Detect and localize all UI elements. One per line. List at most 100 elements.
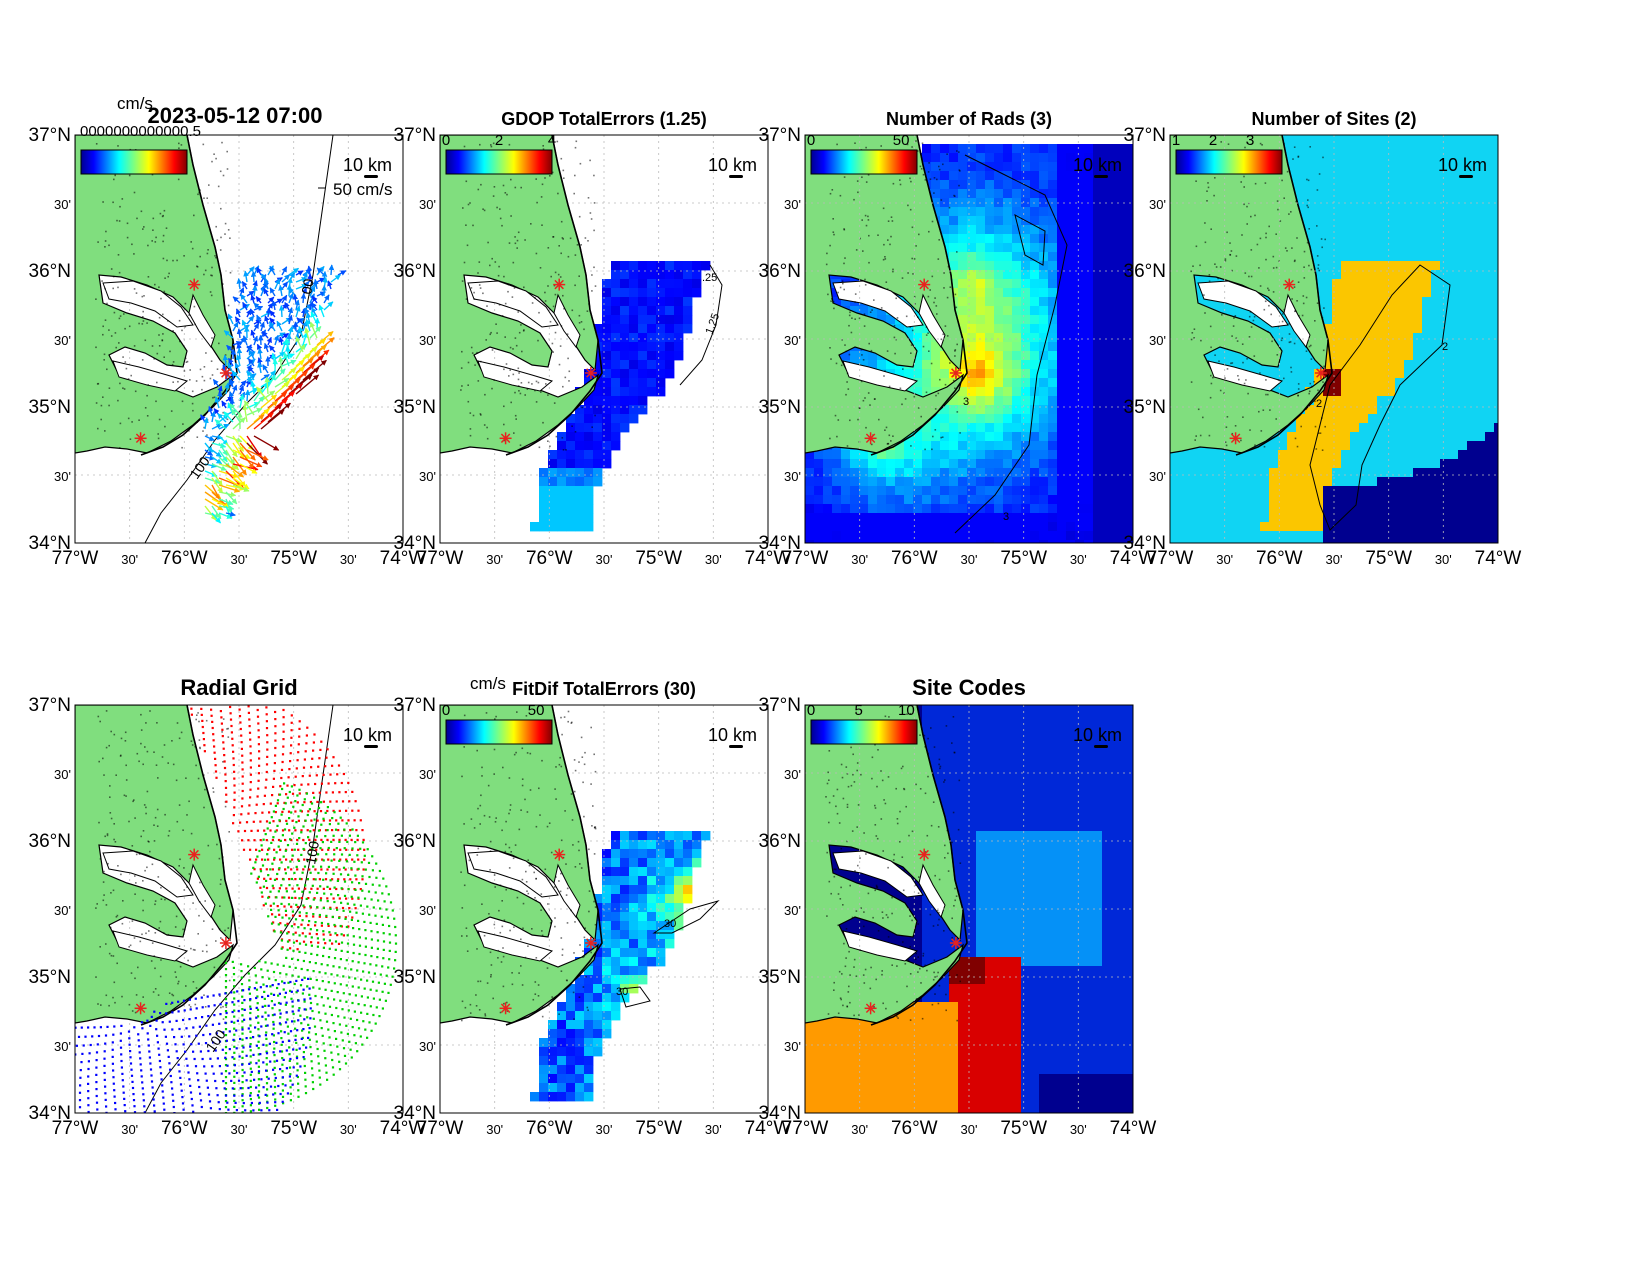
lat-tick-label: 30': [54, 903, 71, 918]
lon-tick-label: 30': [121, 1122, 138, 1137]
panel-title: Site Codes: [912, 675, 1026, 700]
lon-tick-label: 77°W: [52, 548, 99, 569]
svg-text:10 km: 10 km: [708, 155, 757, 175]
barrier-island-coast: [1235, 135, 1333, 456]
lat-tick-label: 30': [784, 197, 801, 212]
site-marker-middle-site: [219, 937, 232, 949]
lon-tick-label: 30': [1070, 1122, 1087, 1137]
lon-tick-label: 30': [705, 552, 722, 567]
colorbar-tick-label: 2: [495, 132, 503, 149]
lat-tick-label: 37°N: [394, 695, 436, 716]
lon-tick-label: 74°W: [380, 548, 427, 569]
site-marker-southern-site: [499, 1002, 512, 1015]
site-marker-middle-site: [1314, 367, 1327, 379]
lat-tick-label: 30': [419, 333, 436, 348]
lat-tick-label: 30': [1149, 333, 1166, 348]
contour-label: 2: [1316, 398, 1322, 410]
lon-tick-label: 30': [1326, 552, 1343, 567]
overlapping-tick-labels: 0000000000000.5: [80, 123, 201, 140]
map-frame: [439, 704, 769, 1114]
sound-water: [112, 360, 189, 392]
lon-tick-label: 30': [596, 1122, 613, 1137]
panel-title: Number of Rads (3): [886, 109, 1052, 129]
site-marker-southern-site: [864, 1002, 877, 1015]
scale-bar: 10 km: [1073, 155, 1122, 178]
sound-water: [553, 863, 581, 919]
map-frame: [1169, 134, 1499, 544]
scale-bar: 10 km: [1438, 155, 1487, 178]
svg-text:10 km: 10 km: [343, 155, 392, 175]
lat-tick-label: 36°N: [394, 831, 436, 852]
sound-water: [467, 850, 559, 898]
current-vectors: [200, 264, 347, 524]
sound-water: [918, 293, 946, 349]
sound-water: [842, 930, 919, 962]
lon-tick-label: 75°W: [270, 548, 317, 569]
contour-label: 30: [664, 918, 676, 930]
site-marker-middle-site: [949, 937, 962, 949]
lon-tick-label: 30': [486, 1122, 503, 1137]
map-panel-radial: 100 100 10 km 37°N 30' 36°N 30' 35°N 30' 34°N77°W…: [29, 675, 427, 1139]
contour-label: 3: [963, 396, 969, 408]
site-marker-middle-site: [584, 937, 597, 949]
panel-title: FitDif TotalErrors (30): [512, 679, 696, 699]
sound-water: [112, 930, 189, 962]
lat-tick-label: 37°N: [1124, 125, 1166, 146]
colorbar-tick-label: 10: [898, 702, 915, 719]
lat-tick-label: 37°N: [29, 695, 71, 716]
site-marker-southern-site: [1229, 432, 1242, 445]
lat-tick-label: 36°N: [1124, 261, 1166, 282]
colorbar-tick-label: 0: [442, 702, 450, 719]
lon-tick-label: 77°W: [782, 548, 829, 569]
lat-tick-label: 30': [784, 903, 801, 918]
lon-tick-label: 30': [961, 552, 978, 567]
lon-tick-label: 76°W: [1256, 548, 1303, 569]
lat-tick-label: 36°N: [394, 261, 436, 282]
contour-line: [1014, 214, 1046, 266]
sound-water: [1207, 360, 1284, 392]
lat-tick-label: 35°N: [759, 967, 801, 988]
colorbar-tick-label: 0: [807, 702, 815, 719]
lat-tick-label: 34°N: [759, 533, 801, 554]
coastline-detail: [460, 140, 597, 451]
panel-title: GDOP TotalErrors (1.25): [501, 109, 706, 129]
colorbar: 0 5 10: [807, 702, 918, 745]
isobath-label: 100: [302, 840, 322, 866]
lat-tick-label: 36°N: [29, 261, 71, 282]
contour-label: 3: [1003, 511, 1009, 523]
lat-tick-label: 30': [419, 767, 436, 782]
lon-tick-label: 30': [486, 552, 503, 567]
lon-tick-label: 77°W: [52, 1118, 99, 1139]
contour-label: 30: [616, 986, 628, 998]
lat-tick-label: 34°N: [394, 1103, 436, 1124]
lat-tick-label: 30': [419, 469, 436, 484]
barrier-island-coast: [505, 705, 603, 1026]
lat-tick-label: 30': [54, 469, 71, 484]
colorbar: 0 50: [442, 702, 553, 745]
sound-water: [1283, 293, 1311, 349]
sound-water: [832, 280, 924, 328]
sound-water: [553, 293, 581, 349]
lat-tick-label: 34°N: [1124, 533, 1166, 554]
lon-tick-label: 30': [1216, 552, 1233, 567]
lon-tick-label: 76°W: [161, 548, 208, 569]
sound-water: [832, 850, 924, 898]
scale-bar: 10 km: [708, 725, 757, 748]
lat-tick-label: 30': [419, 197, 436, 212]
lon-tick-label: 75°W: [1000, 548, 1047, 569]
contour-line: [679, 264, 723, 386]
scale-bar: 10 km: [1073, 725, 1122, 748]
lon-tick-label: 75°W: [635, 1118, 682, 1139]
colorbar-tick-label: 0: [442, 132, 450, 149]
colorbar: [80, 149, 188, 175]
site-marker-middle-site: [219, 367, 232, 379]
lat-tick-label: 30': [419, 1039, 436, 1054]
lat-tick-label: 36°N: [29, 831, 71, 852]
site-marker-middle-site: [584, 367, 597, 379]
lon-tick-label: 74°W: [1475, 548, 1522, 569]
lon-tick-label: 30': [121, 552, 138, 567]
barrier-island-coast: [870, 135, 968, 456]
scale-bar: 10 km: [708, 155, 757, 178]
colorbar-tick-label: 50: [893, 132, 910, 149]
